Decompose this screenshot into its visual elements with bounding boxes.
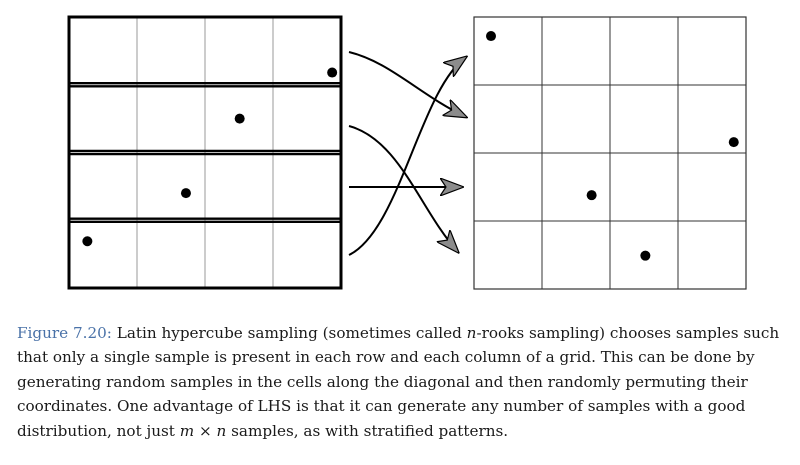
- right-grid-sample-dot: [586, 190, 597, 201]
- permutation-arrows: [348, 51, 466, 256]
- left-grid-sample-dot: [180, 188, 191, 199]
- caption-math-n2: n: [216, 421, 227, 440]
- left-grid-sample-dot: [82, 236, 93, 247]
- figure-caption: Figure 7.20: Latin hypercube sampling (s…: [17, 321, 787, 443]
- permutation-arrow: [348, 57, 466, 256]
- caption-times: ×: [194, 421, 217, 440]
- right-grid-permuted: [473, 16, 747, 290]
- left-grid-sample-dot: [327, 67, 338, 78]
- caption-math-m: m: [179, 421, 195, 440]
- permutation-arrow: [348, 51, 466, 117]
- figure-label: Figure 7.20:: [17, 324, 112, 342]
- caption-text-2: -rooks sampling) chooses samples such th…: [17, 324, 780, 440]
- permutation-arrow: [348, 125, 458, 252]
- right-grid-sample-dot: [640, 250, 651, 261]
- right-grid-sample-dot: [486, 31, 496, 42]
- lhs-diagram: [67, 15, 747, 290]
- caption-text-1: Latin hypercube sampling (sometimes call…: [111, 324, 467, 342]
- right-grid-border: [473, 16, 747, 290]
- caption-math-n: n: [466, 324, 477, 342]
- left-grid-sample-dot: [234, 113, 245, 124]
- caption-text-3: samples, as with stratified patterns.: [226, 421, 509, 440]
- left-grid-stratified-rows: [67, 15, 343, 290]
- right-grid-sample-dot: [728, 137, 739, 148]
- left-grid-border: [67, 15, 343, 290]
